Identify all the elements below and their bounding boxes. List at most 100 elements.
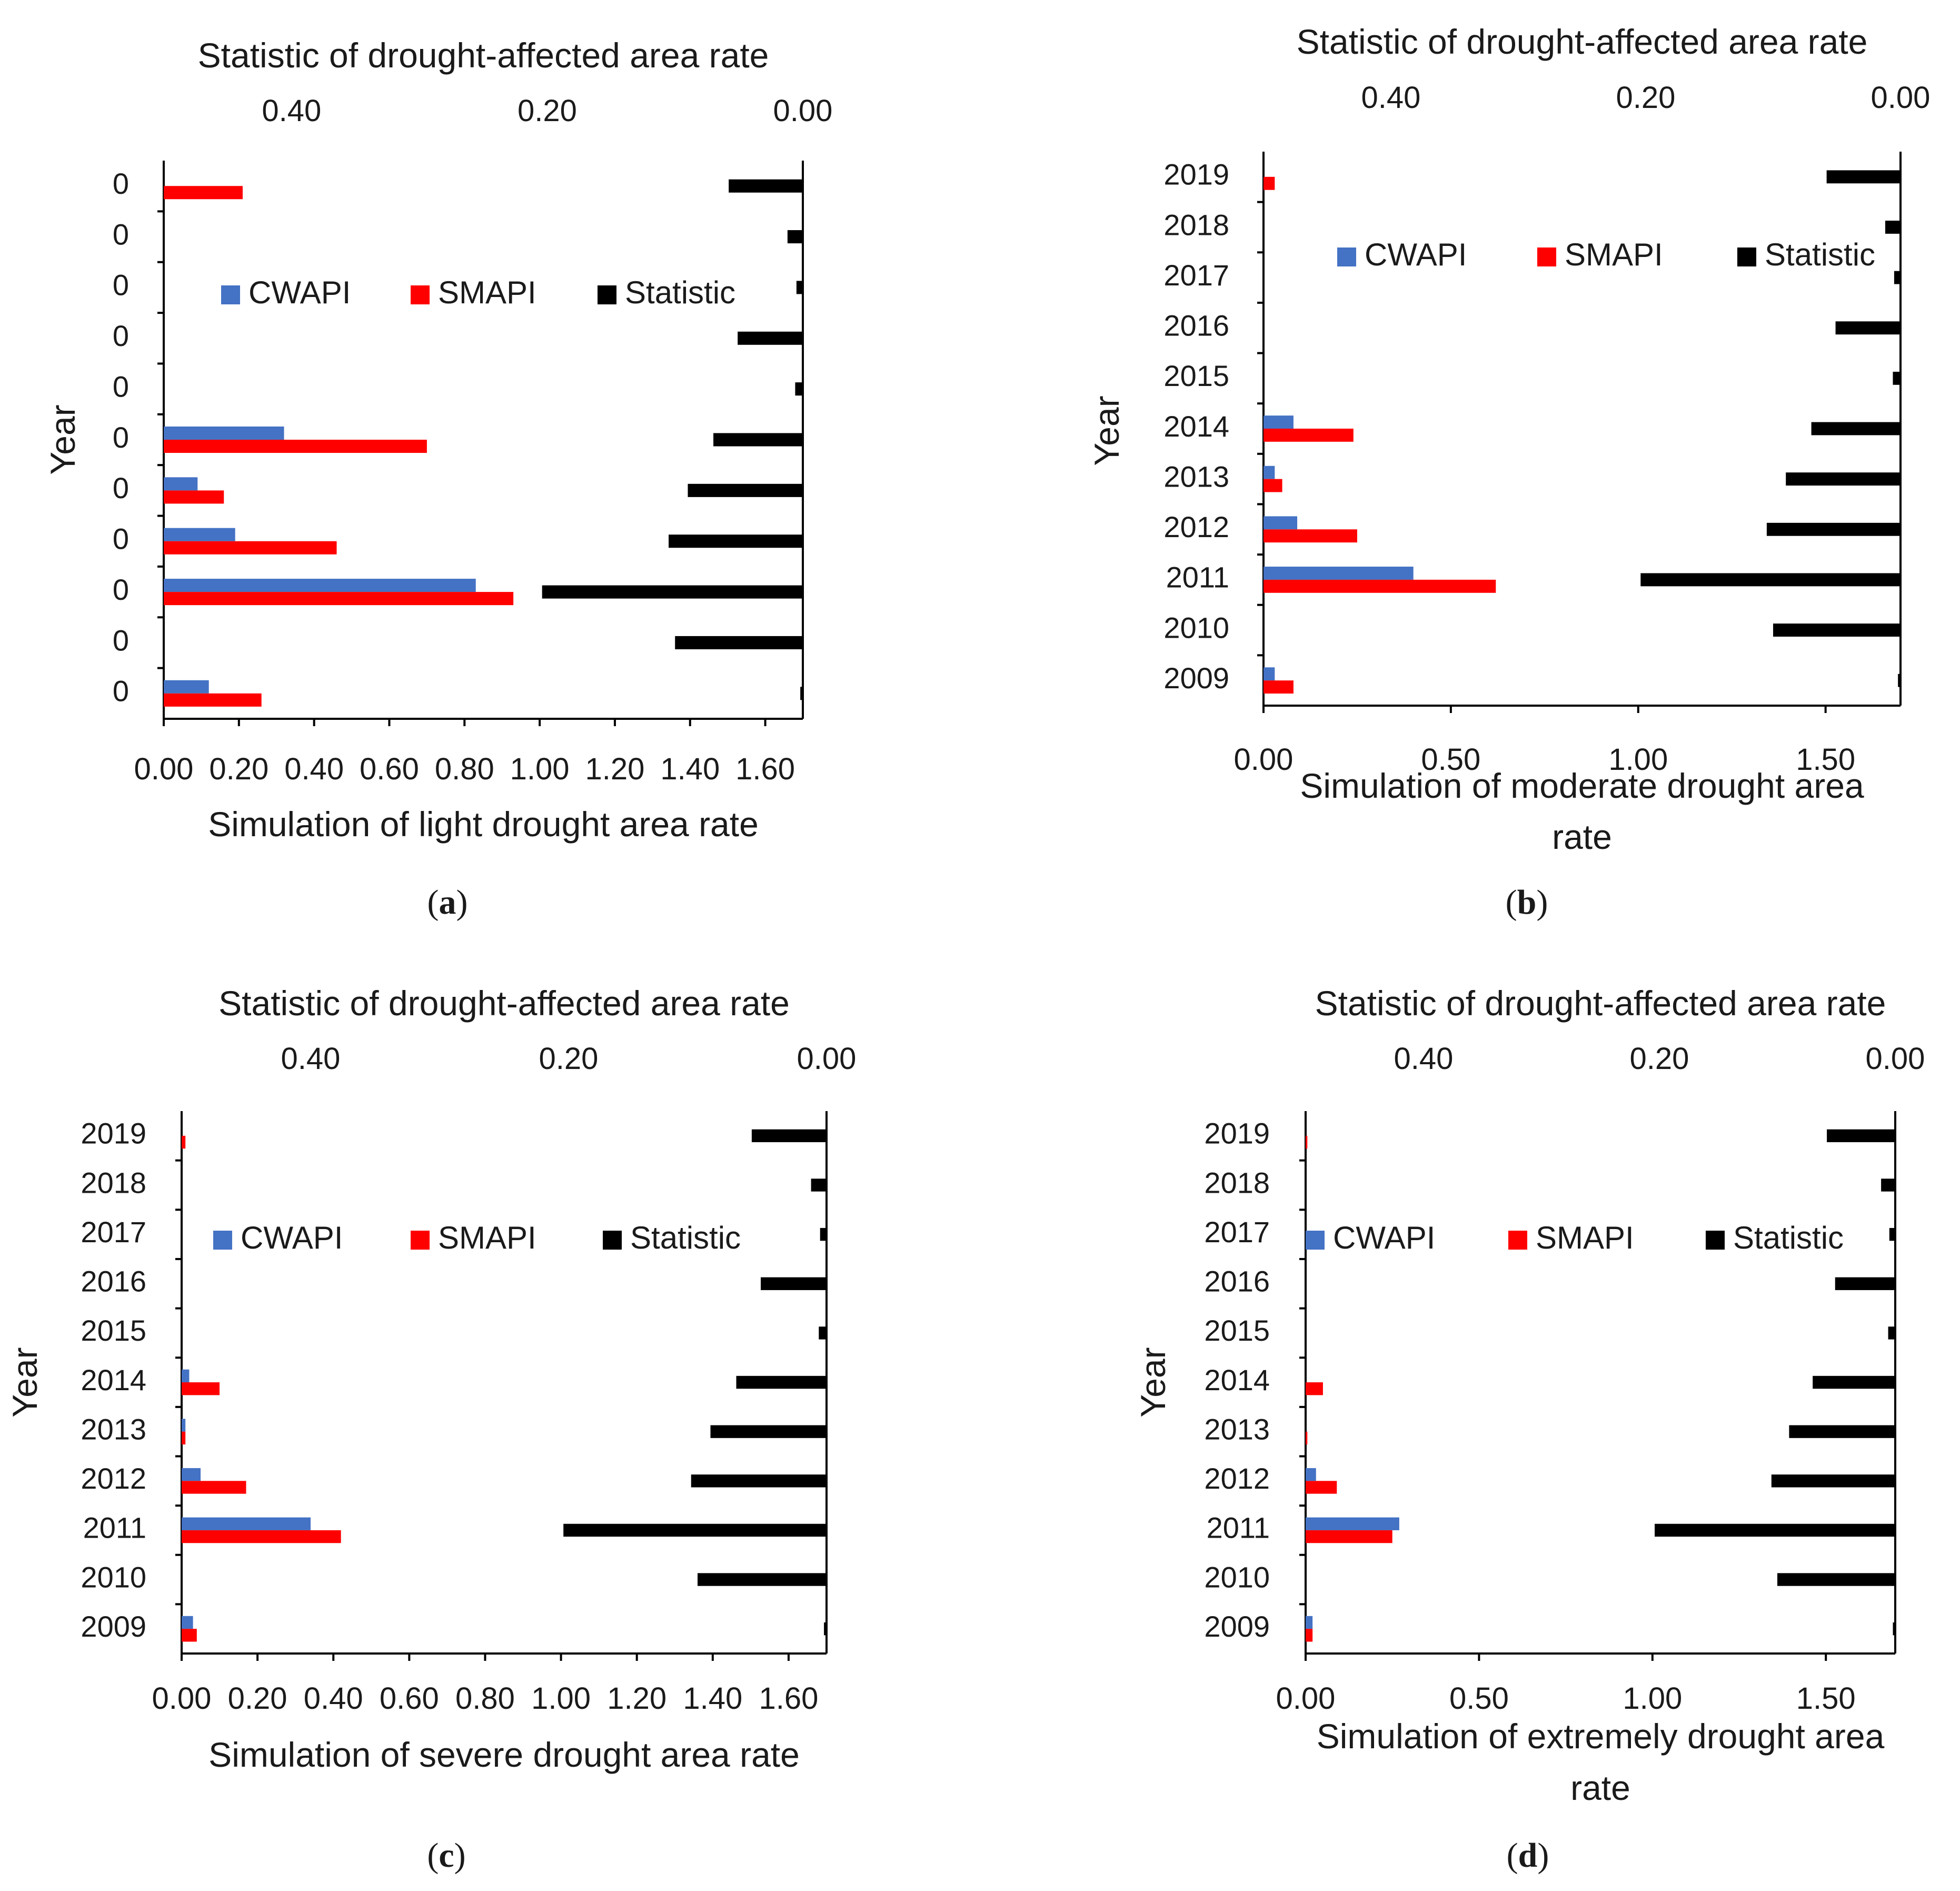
year-label: 0 [113,167,129,200]
bar-smapi [164,592,514,606]
bar-statistic [1893,1622,1895,1636]
bar-cwapi [164,477,198,491]
bottom-axis-title: Simulation of severe drought area rate [208,1735,800,1774]
bar-smapi [1306,1431,1308,1444]
top-tick-label: 0.00 [773,94,833,128]
bottom-axis-title: Simulation of extremely drought area [1317,1717,1885,1756]
bottom-tick-label: 1.00 [531,1681,591,1716]
bar-cwapi [1263,667,1275,681]
y-axis-title: Year [1087,395,1126,466]
year-label: 0 [113,471,129,504]
bar-smapi [1263,579,1496,593]
bottom-tick-label: 0.50 [1449,1681,1509,1716]
bottom-tick-label: 1.00 [1623,1681,1682,1716]
year-label: 0 [113,370,129,403]
legend-swatch-smapi [1508,1231,1527,1250]
bar-smapi [1263,429,1354,442]
bar-statistic [1777,1573,1895,1586]
bar-cwapi [182,1616,193,1629]
bar-cwapi [1263,567,1414,580]
bar-smapi [164,541,337,555]
legend-label-smapi: SMAPI [1565,237,1663,272]
top-axis-title: Statistic of drought-affected area rate [1297,22,1868,61]
bar-smapi [1306,1629,1313,1642]
year-label: 0 [113,421,129,454]
bottom-tick-label: 1.00 [510,752,570,786]
top-tick-label: 0.20 [1630,1042,1689,1076]
chart-panel-d: 2019 2018 2017 2016 2015 2014 2013 2012 2011 2010… [1133,984,1925,1875]
bar-statistic [729,179,803,193]
year-label: 2009 [81,1610,146,1643]
bar-statistic [736,1375,827,1389]
bar-cwapi [164,579,476,592]
bottom-tick-label: 0.80 [455,1681,515,1716]
bottom-tick-label: 1.00 [1608,742,1668,777]
bar-smapi [182,1629,197,1642]
year-label: 2019 [81,1117,146,1150]
year-label: 0 [113,522,129,556]
bar-smapi [164,693,262,707]
year-label: 2010 [1204,1560,1270,1593]
bottom-tick-label: 1.20 [585,752,644,786]
bar-statistic [1835,321,1901,335]
bar-statistic [1885,221,1901,234]
legend-swatch-statistic [603,1231,622,1250]
year-label: 2016 [1163,309,1229,342]
bottom-tick-label: 1.60 [759,1681,818,1716]
bar-statistic [824,1622,827,1636]
bottom-tick-label: 0.00 [1276,1681,1336,1716]
bar-cwapi [182,1468,201,1481]
bar-statistic [1835,1277,1895,1290]
year-label: 2017 [1163,259,1229,292]
top-tick-label: 0.00 [1866,1042,1925,1076]
bar-smapi [1263,479,1282,492]
top-tick-label: 0.40 [1394,1042,1454,1076]
bar-statistic [796,281,803,294]
legend-label-cwapi: CWAPI [1365,237,1467,272]
year-label: 0 [113,675,129,708]
top-tick-label: 0.00 [1871,81,1931,115]
bottom-tick-label: 0.60 [360,752,419,786]
bottom-tick-label: 0.40 [284,752,344,786]
top-tick-label: 0.20 [539,1042,599,1076]
bar-statistic [819,1326,827,1340]
year-label: 2015 [1204,1314,1270,1347]
bar-statistic [1894,271,1901,284]
year-label: 2012 [1204,1462,1270,1495]
legend-swatch-statistic [598,285,616,304]
legend-swatch-cwapi [221,285,240,304]
bar-statistic [738,331,803,345]
bar-cwapi [1263,415,1294,429]
panel-caption: (a) [427,883,468,922]
year-label: 2018 [1204,1166,1270,1199]
bar-cwapi [164,426,284,440]
bar-statistic [787,230,803,244]
bottom-tick-label: 1.50 [1796,742,1855,777]
bar-smapi [1263,529,1357,543]
bottom-tick-label: 1.60 [735,752,795,786]
chart-panel-b: 2019 2018 2017 2016 2015 2014 2013 2012 2011 2010… [1087,22,1930,922]
bar-cwapi [182,1517,311,1530]
bar-statistic [1889,1227,1895,1241]
top-tick-label: 0.20 [518,94,577,128]
bottom-axis-title: rate [1570,1768,1630,1807]
bar-smapi [164,490,224,504]
year-label: 2019 [1204,1117,1270,1150]
bottom-tick-label: 0.00 [1234,742,1294,777]
bar-smapi [182,1135,186,1149]
bar-statistic [1881,1179,1895,1192]
legend-swatch-smapi [411,285,430,304]
legend-swatch-cwapi [1306,1231,1325,1250]
bar-statistic [820,1227,827,1241]
top-axis-title: Statistic of drought-affected area rate [198,36,769,75]
year-label: 2018 [1163,208,1229,241]
legend-label-statistic: Statistic [630,1220,741,1255]
top-tick-label: 0.40 [281,1042,341,1076]
year-label: 0 [113,319,129,352]
year-label: 2014 [81,1363,146,1397]
legend-label-statistic: Statistic [1733,1220,1844,1255]
bottom-tick-label: 0.50 [1421,742,1480,777]
bar-statistic [1813,1375,1895,1389]
legend-label-smapi: SMAPI [1536,1220,1634,1255]
